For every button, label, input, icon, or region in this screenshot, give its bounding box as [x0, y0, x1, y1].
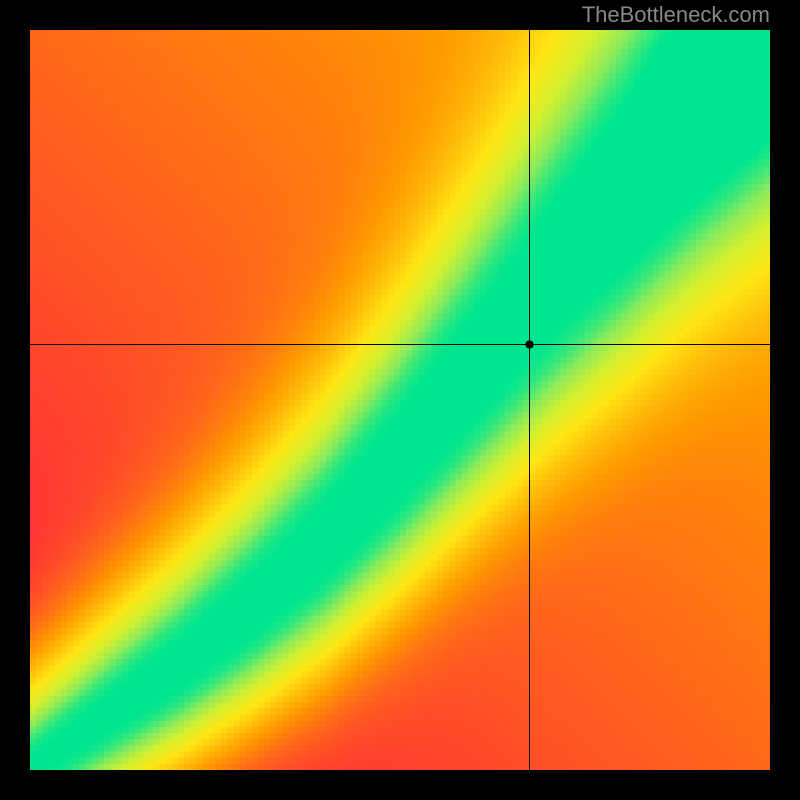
heatmap-canvas: [30, 30, 770, 770]
heatmap-chart: [30, 30, 770, 770]
watermark-text: TheBottleneck.com: [582, 2, 770, 28]
